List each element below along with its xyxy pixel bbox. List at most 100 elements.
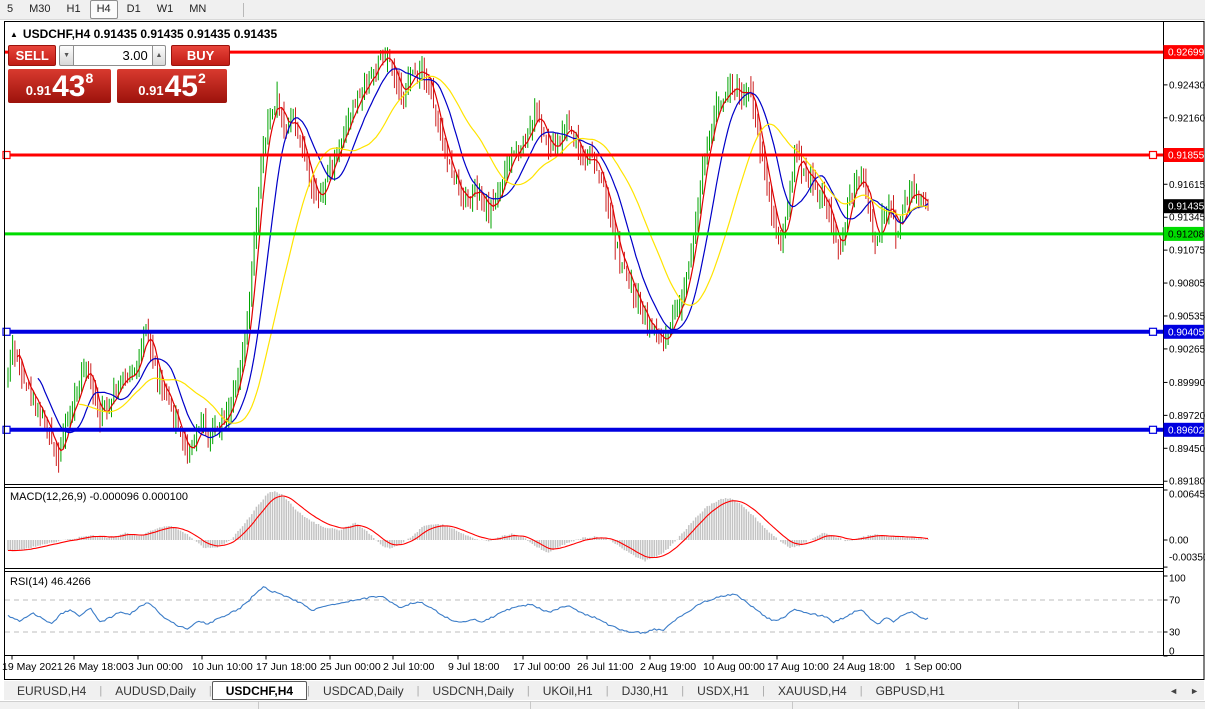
- buy-price-sup: 2: [197, 70, 206, 86]
- tab-USDCAD,Daily[interactable]: USDCAD,Daily: [322, 683, 404, 698]
- period-button-M30[interactable]: M30: [29, 3, 51, 15]
- rsi-axis-label: 30: [1169, 628, 1181, 639]
- sell-price[interactable]: 0.91 43 8: [8, 69, 111, 103]
- current-price-badge-label: 0.91435: [1168, 202, 1205, 213]
- tab-USDCNH,Daily[interactable]: USDCNH,Daily: [432, 683, 514, 698]
- price-badge: [1163, 148, 1204, 162]
- rsi-axis-label: 70: [1169, 596, 1181, 607]
- price-tick-label: 0.91615: [1169, 180, 1205, 191]
- price-tick-label: 0.89720: [1169, 411, 1205, 422]
- tab-scroll-right-icon[interactable]: ►: [1190, 685, 1199, 696]
- macd-axis-label: 0.006451: [1169, 490, 1205, 501]
- hline-handle-right[interactable]: [1148, 425, 1158, 434]
- time-tick-label: 10 Jun 10:00: [192, 661, 253, 673]
- price-badge: [1163, 45, 1204, 60]
- period-button-D1[interactable]: D1: [126, 3, 141, 15]
- macd-axis-label: 0.00: [1169, 536, 1189, 547]
- candlesticks: [7, 47, 929, 473]
- price-badge: [1163, 324, 1204, 339]
- price-tick-label: 0.89180: [1169, 477, 1205, 488]
- tab-EURUSD,H4[interactable]: EURUSD,H4: [17, 683, 87, 698]
- lot-increase-icon[interactable]: ▲: [151, 45, 167, 66]
- tab-AUDUSD,Daily[interactable]: AUDUSD,Daily: [115, 683, 196, 698]
- time-tick-label: 10 Aug 00:00: [703, 661, 765, 673]
- period-button-MN[interactable]: MN: [189, 3, 207, 15]
- tab-separator: |: [605, 684, 609, 697]
- macd-axis-label: -0.00350: [1169, 553, 1205, 564]
- time-tick-label: 9 Jul 18:00: [448, 661, 500, 673]
- price-tick-label: 0.90805: [1169, 279, 1205, 290]
- time-tick-label: 2 Aug 19:00: [640, 661, 696, 673]
- tab-separator: |: [307, 684, 310, 697]
- rsi-axis-label: 0: [1169, 647, 1175, 658]
- one-click-trading-panel: ▲ USDCHF,H4 0.91435 0.91435 0.91435 0.914…: [8, 25, 277, 103]
- time-tick-label: 26 May 18:00: [64, 661, 128, 673]
- moving-averages: [16, 57, 929, 452]
- sell-price-prefix: 0.91: [25, 83, 52, 98]
- hline-handle-left[interactable]: [2, 327, 11, 336]
- collapse-panel-icon[interactable]: ▲: [10, 30, 18, 39]
- lot-size-input[interactable]: [73, 45, 152, 66]
- status-divider: [258, 701, 259, 709]
- period-button-5[interactable]: 5: [7, 3, 14, 15]
- period-button-H4[interactable]: H4: [89, 0, 118, 19]
- price-badge-label: 0.92699: [1168, 48, 1205, 59]
- tab-separator: |: [681, 684, 685, 697]
- status-divider: [792, 701, 793, 709]
- hline-handle-right[interactable]: [1148, 150, 1158, 160]
- tab-UKOil,H1[interactable]: UKOil,H1: [542, 683, 593, 698]
- price-tick-label: 0.90265: [1169, 344, 1205, 355]
- time-tick-label: 3 Jun 00:00: [128, 661, 183, 673]
- tab-separator: |: [762, 684, 766, 697]
- tab-DJ30,H1[interactable]: DJ30,H1: [621, 683, 669, 698]
- price-tick-label: 0.91075: [1169, 246, 1205, 257]
- status-bar: [0, 701, 1205, 709]
- tab-separator: |: [416, 684, 420, 697]
- time-tick-label: 17 Jun 18:00: [256, 661, 317, 673]
- buy-price[interactable]: 0.91 45 2: [117, 69, 227, 103]
- hline-handle-left[interactable]: [2, 425, 11, 434]
- tab-USDCHF,H4[interactable]: USDCHF,H4: [211, 681, 308, 700]
- status-divider: [530, 701, 531, 709]
- time-tick-label: 17 Jul 00:00: [513, 661, 570, 673]
- tab-XAUUSD,H4[interactable]: XAUUSD,H4: [778, 683, 847, 698]
- sell-button[interactable]: SELL: [8, 45, 57, 66]
- symbol-tab-bar: EURUSD,H4 | AUDUSD,Daily | USDCHF,H4 | USDCAD,…: [4, 681, 1204, 700]
- price-tick-label: 0.92160: [1169, 113, 1205, 124]
- price-badge-label: 0.91208: [1168, 229, 1205, 240]
- time-tick-label: 1 Sep 00:00: [905, 661, 962, 673]
- rsi-label: RSI(14) 46.4266: [10, 576, 91, 588]
- price-badge-label: 0.91855: [1168, 151, 1205, 162]
- tab-separator: |: [526, 684, 530, 697]
- symbol-title: USDCHF,H4: [22, 27, 91, 41]
- hline-handle-left[interactable]: [2, 150, 11, 160]
- time-tick-label: 17 Aug 10:00: [767, 661, 829, 673]
- time-tick-label: 26 Jul 11:00: [577, 661, 634, 673]
- macd-signal-line: [7, 495, 929, 559]
- period-button-H1[interactable]: H1: [66, 3, 81, 15]
- tab-scroll-left-icon[interactable]: ◄: [1169, 685, 1179, 696]
- price-badge: [1163, 422, 1204, 437]
- buy-button[interactable]: BUY: [171, 45, 230, 66]
- macd-label: MACD(12,26,9) -0.000096 0.000100: [10, 491, 188, 503]
- price-tick-label: 0.89990: [1169, 378, 1205, 389]
- tab-separator: |: [859, 684, 863, 697]
- status-divider: [1018, 701, 1019, 709]
- sell-price-big: 43: [52, 70, 86, 103]
- tab-GBPUSD,H1[interactable]: GBPUSD,H1: [875, 683, 945, 698]
- current-price-badge: [1163, 199, 1204, 214]
- ma-fast-line: [16, 57, 929, 452]
- hline-handle-right[interactable]: [1148, 327, 1158, 336]
- chart-window-border: [4, 21, 1205, 680]
- period-button-W1[interactable]: W1: [156, 3, 174, 15]
- tab-separator: |: [208, 684, 212, 697]
- timeframe-toolbar: 5 M30 H1 H4 D1 W1 MN: [0, 0, 1205, 20]
- price-badge-label: 0.90405: [1168, 327, 1205, 338]
- rsi-axis-label: 100: [1169, 574, 1186, 585]
- tab-USDX,H1[interactable]: USDX,H1: [697, 683, 750, 698]
- time-tick-label: 25 Jun 00:00: [320, 661, 381, 673]
- lot-decrease-icon[interactable]: ▼: [59, 45, 74, 66]
- chart-title: ▲ USDCHF,H4 0.91435 0.91435 0.91435 0.914…: [8, 25, 277, 44]
